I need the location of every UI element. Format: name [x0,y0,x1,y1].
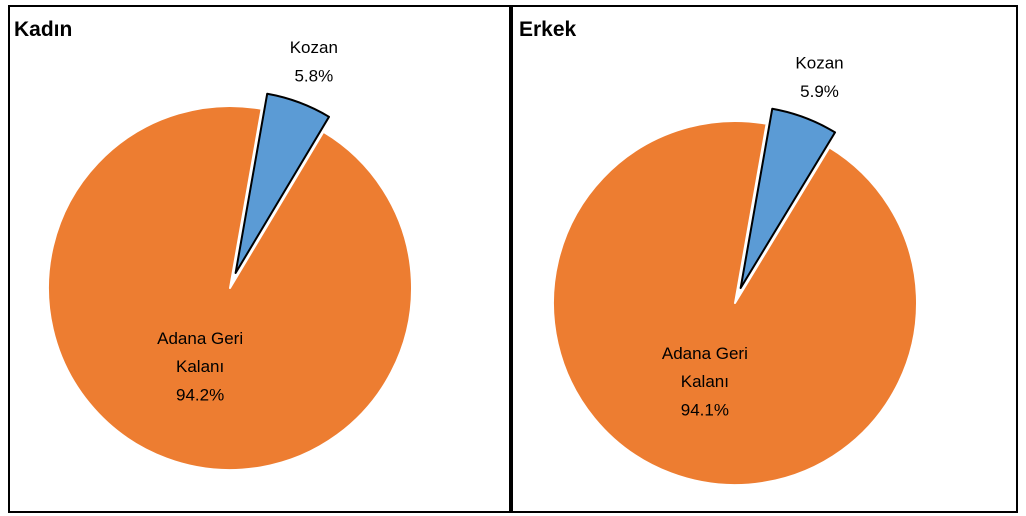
data-label-name: Kozan [290,39,338,58]
pie-slice [47,105,413,471]
pie-slice [739,107,837,290]
data-label-value: 94.1% [681,401,729,420]
data-label-value: 5.8% [294,67,333,86]
pie-slice [552,120,918,486]
pie-slice [234,92,330,275]
chart-title: Erkek [519,18,577,41]
data-label-value: 94.2% [176,386,224,405]
data-label-name: Adana Geri Kalanı [662,345,748,392]
data-label-name: Kozan [795,54,843,73]
data-label-name: Adana Geri Kalanı [157,330,243,377]
data-label-value: 5.9% [800,82,839,101]
chart-title: Kadın [14,18,72,41]
